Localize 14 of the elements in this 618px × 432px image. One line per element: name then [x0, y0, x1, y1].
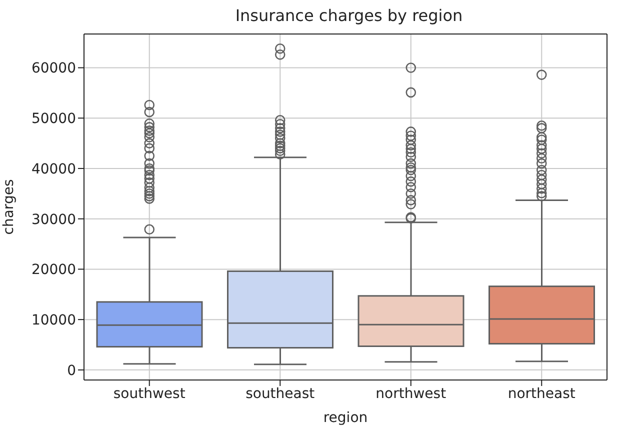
y-tick-label: 50000 — [31, 111, 76, 128]
chart-title: Insurance charges by region — [234, 6, 464, 25]
y-tick-label: 40000 — [31, 161, 76, 178]
x-tick-label: southwest — [113, 386, 186, 402]
y-tick-label: 0 — [67, 362, 76, 379]
y-axis-title: charges — [0, 179, 17, 235]
x-tick-label: southeast — [246, 386, 316, 402]
x-axis-title: region — [323, 410, 368, 426]
x-tick-label: northeast — [508, 386, 576, 402]
y-tick-label: 60000 — [31, 60, 76, 77]
y-tick-label: 20000 — [31, 262, 76, 278]
x-tick-label: northwest — [376, 386, 447, 402]
y-tick-label: 10000 — [31, 312, 76, 329]
y-tick-label: 30000 — [31, 212, 76, 228]
